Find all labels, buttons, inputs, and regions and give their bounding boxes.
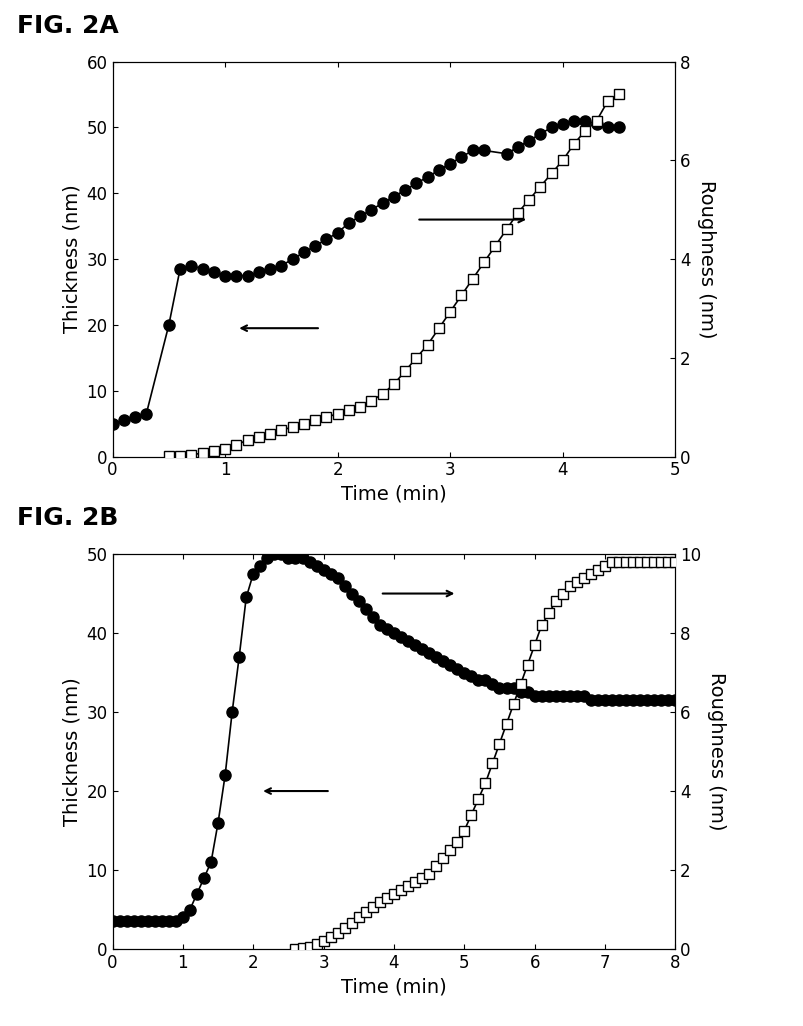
Y-axis label: Thickness (nm): Thickness (nm)	[62, 185, 81, 333]
Y-axis label: Roughness (nm): Roughness (nm)	[696, 180, 715, 339]
Text: FIG. 2A: FIG. 2A	[17, 14, 119, 38]
Y-axis label: Roughness (nm): Roughness (nm)	[707, 672, 725, 831]
Y-axis label: Thickness (nm): Thickness (nm)	[62, 677, 81, 826]
Text: FIG. 2B: FIG. 2B	[17, 507, 118, 530]
X-axis label: Time (min): Time (min)	[340, 485, 446, 504]
X-axis label: Time (min): Time (min)	[340, 978, 446, 996]
